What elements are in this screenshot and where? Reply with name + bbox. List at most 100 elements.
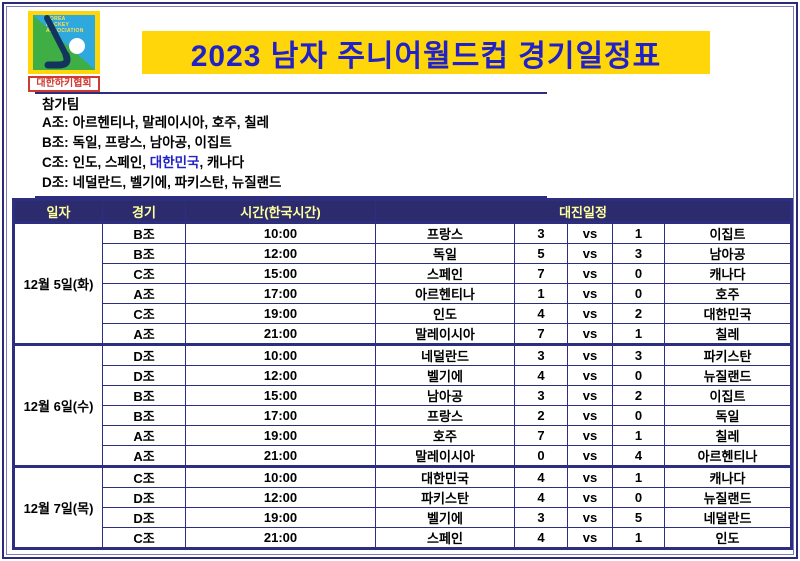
schedule-table: 일자 경기 시간(한국시간) 대진일정 12월 5일(화) B조 10:00 프랑스 3… (12, 198, 793, 550)
home-score-cell: 5 (514, 243, 568, 264)
away-team-cell: 네덜란드 (664, 507, 792, 528)
vs-cell: vs (567, 221, 613, 244)
org-name-en-line2: HOCKEY (46, 22, 70, 28)
vs-cell: vs (567, 303, 613, 324)
header-matchup: 대진일정 (375, 199, 792, 224)
home-score-cell: 4 (514, 527, 568, 549)
time-cell: 19:00 (185, 303, 376, 324)
away-score-cell: 1 (612, 425, 665, 446)
vs-cell: vs (567, 243, 613, 264)
time-cell: 12:00 (185, 365, 376, 386)
match-row: A조 19:00 호주 7 vs 1 칠레 (14, 425, 792, 446)
home-score-cell: 7 (514, 425, 568, 446)
away-team-cell: 남아공 (664, 243, 792, 264)
time-cell: 12:00 (185, 487, 376, 508)
vs-cell: vs (567, 385, 613, 406)
away-score-cell: 1 (612, 465, 665, 488)
group-cell: B조 (102, 405, 186, 426)
group-cell: D조 (102, 365, 186, 386)
group-label: A조: (42, 115, 69, 130)
away-score-cell: 4 (612, 445, 665, 467)
away-team-cell: 이집트 (664, 385, 792, 406)
header-time: 시간(한국시간) (185, 199, 376, 224)
vs-cell: vs (567, 283, 613, 304)
kha-logo-emblem: KOREA HOCKEY ASSOCIATION (28, 11, 100, 74)
group-cell: C조 (102, 527, 186, 549)
home-score-cell: 0 (514, 445, 568, 467)
vs-cell: vs (567, 405, 613, 426)
vs-cell: vs (567, 487, 613, 508)
participant-group-line: C조: 인도, 스페인, 대한민국, 캐나다 (42, 153, 547, 173)
match-row: B조 17:00 프랑스 2 vs 0 독일 (14, 405, 792, 426)
participant-group-line: B조: 독일, 프랑스, 남아공, 이집트 (42, 133, 547, 153)
home-score-cell: 3 (514, 221, 568, 244)
home-team-cell: 말레이시아 (375, 445, 515, 467)
group-label: D조: (42, 175, 69, 190)
home-team-cell: 벨기에 (375, 507, 515, 528)
home-score-cell: 7 (514, 263, 568, 284)
away-team-cell: 뉴질랜드 (664, 487, 792, 508)
away-team-cell: 호주 (664, 283, 792, 304)
home-team-cell: 남아공 (375, 385, 515, 406)
group-cell: A조 (102, 425, 186, 446)
away-score-cell: 1 (612, 527, 665, 549)
participants-heading: 참가팀 (42, 97, 80, 112)
home-team-cell: 스페인 (375, 263, 515, 284)
match-row: A조 17:00 아르헨티나 1 vs 0 호주 (14, 283, 792, 304)
date-cell: 12월 7일(목) (13, 465, 103, 549)
match-row: 12월 6일(수) D조 10:00 네덜란드 3 vs 3 파키스탄 (13, 343, 792, 467)
group-label: C조: (42, 155, 69, 170)
away-score-cell: 0 (612, 263, 665, 284)
away-score-cell: 2 (612, 303, 665, 324)
home-score-cell: 2 (514, 405, 568, 426)
away-score-cell: 0 (612, 405, 665, 426)
match-row: B조 12:00 독일 5 vs 3 남아공 (14, 243, 792, 264)
away-score-cell: 3 (612, 343, 665, 366)
home-team-cell: 프랑스 (375, 405, 515, 426)
away-team-cell: 캐나다 (664, 465, 792, 488)
away-team-cell: 대한민국 (664, 303, 792, 324)
vs-cell: vs (567, 425, 613, 446)
home-score-cell: 3 (514, 507, 568, 528)
group-cell: D조 (102, 487, 186, 508)
match-row: 12월 7일(목) C조 10:00 대한민국 4 vs 1 캐나다 (13, 465, 792, 549)
match-row: B조 15:00 남아공 3 vs 2 이집트 (14, 385, 792, 406)
group-teams: , 캐나다 (199, 155, 245, 170)
hockey-ball-icon (69, 38, 85, 54)
header-group: 경기 (102, 199, 186, 224)
home-team-cell: 벨기에 (375, 365, 515, 386)
group-cell: A조 (102, 323, 186, 345)
time-cell: 21:00 (185, 445, 376, 467)
group-cell: B조 (102, 243, 186, 264)
vs-cell: vs (567, 527, 613, 549)
date-cell: 12월 6일(수) (13, 343, 103, 467)
participants-panel: 참가팀 A조: 아르헨티나, 말레이시아, 호주, 칠레 B조: 독일, 프랑스, 남… (35, 92, 547, 198)
schedule-header-row: 일자 경기 시간(한국시간) 대진일정 (13, 199, 792, 224)
home-score-cell: 4 (514, 487, 568, 508)
home-score-cell: 4 (514, 303, 568, 324)
home-team-cell: 인도 (375, 303, 515, 324)
home-team-cell: 말레이시아 (375, 323, 515, 345)
time-cell: 17:00 (185, 405, 376, 426)
time-cell: 21:00 (185, 527, 376, 549)
match-row: C조 21:00 스페인 4 vs 1 인도 (14, 527, 792, 549)
group-cell: D조 (102, 507, 186, 528)
home-score-cell: 7 (514, 323, 568, 345)
group-teams: 네덜란드, 벨기에, 파키스탄, 뉴질랜드 (72, 175, 282, 190)
home-score-cell: 3 (514, 343, 568, 366)
org-name-en: KOREA HOCKEY ASSOCIATION (46, 16, 94, 34)
time-cell: 10:00 (185, 343, 376, 366)
hockey-stick-and-ball-icon (44, 15, 85, 69)
group-cell: C조 (102, 263, 186, 284)
date-cell: 12월 5일(화) (13, 221, 103, 345)
away-score-cell: 2 (612, 385, 665, 406)
vs-cell: vs (567, 365, 613, 386)
match-row: C조 15:00 스페인 7 vs 0 캐나다 (14, 263, 792, 284)
match-row: A조 21:00 말레이시아 0 vs 4 아르헨티나 (14, 445, 792, 467)
title-banner: 2023 남자 주니어월드컵 경기일정표 (142, 31, 710, 74)
group-label: B조: (42, 135, 69, 150)
match-row: D조 19:00 벨기에 3 vs 5 네덜란드 (14, 507, 792, 528)
time-cell: 15:00 (185, 263, 376, 284)
vs-cell: vs (567, 507, 613, 528)
vs-cell: vs (567, 263, 613, 284)
